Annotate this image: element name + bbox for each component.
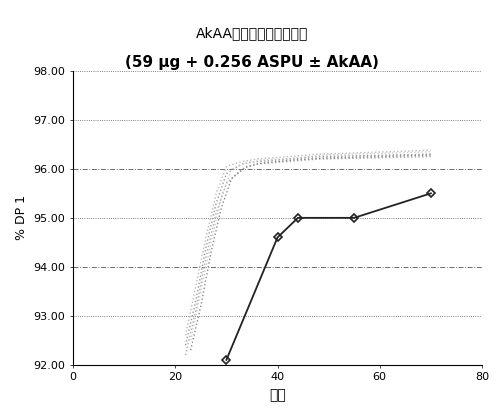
Text: (59 μg + 0.256 ASPU ± AkAA): (59 μg + 0.256 ASPU ± AkAA) (125, 55, 379, 70)
Text: AkAAが糖化に及ぼす影響: AkAAが糖化に及ぼす影響 (196, 26, 308, 40)
X-axis label: 時間: 時間 (269, 388, 286, 402)
Y-axis label: % DP 1: % DP 1 (15, 195, 28, 240)
Title: (59 μg + 0.256 ASPU ± AkAA): (59 μg + 0.256 ASPU ± AkAA) (0, 416, 1, 417)
